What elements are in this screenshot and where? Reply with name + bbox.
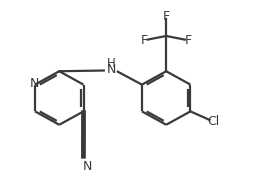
Text: N: N: [30, 77, 39, 90]
Text: N: N: [107, 63, 116, 76]
Text: F: F: [163, 10, 170, 23]
Text: H: H: [107, 57, 116, 70]
Text: F: F: [184, 34, 191, 47]
Text: Cl: Cl: [207, 115, 219, 128]
Text: N: N: [83, 160, 92, 173]
Text: F: F: [141, 34, 148, 47]
